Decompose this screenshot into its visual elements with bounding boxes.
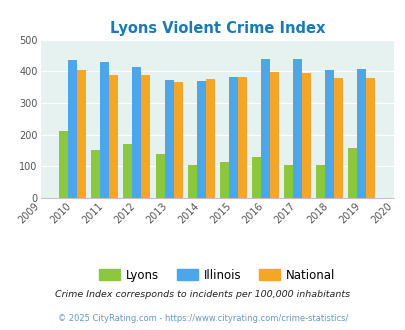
Bar: [260, 59, 269, 198]
Bar: [301, 73, 310, 198]
Bar: [77, 70, 86, 198]
Bar: [347, 148, 356, 198]
Bar: [123, 144, 132, 198]
Bar: [100, 62, 109, 198]
Bar: [228, 77, 237, 198]
Bar: [132, 67, 141, 198]
Legend: Lyons, Illinois, National: Lyons, Illinois, National: [94, 264, 340, 286]
Bar: [109, 75, 118, 198]
Bar: [164, 80, 173, 198]
Bar: [196, 82, 205, 198]
Bar: [141, 75, 150, 198]
Title: Lyons Violent Crime Index: Lyons Violent Crime Index: [109, 21, 324, 36]
Bar: [91, 150, 100, 198]
Text: Crime Index corresponds to incidents per 100,000 inhabitants: Crime Index corresponds to incidents per…: [55, 290, 350, 299]
Bar: [284, 165, 292, 198]
Bar: [333, 78, 342, 198]
Bar: [219, 162, 228, 198]
Bar: [324, 70, 333, 198]
Bar: [173, 82, 182, 198]
Bar: [187, 165, 196, 198]
Bar: [59, 131, 68, 198]
Bar: [237, 77, 246, 198]
Bar: [356, 69, 365, 198]
Bar: [292, 59, 301, 198]
Bar: [205, 79, 214, 198]
Bar: [269, 72, 278, 198]
Text: © 2025 CityRating.com - https://www.cityrating.com/crime-statistics/: © 2025 CityRating.com - https://www.city…: [58, 314, 347, 323]
Bar: [365, 78, 374, 198]
Bar: [68, 60, 77, 198]
Bar: [315, 165, 324, 198]
Bar: [251, 157, 260, 198]
Bar: [155, 154, 164, 198]
